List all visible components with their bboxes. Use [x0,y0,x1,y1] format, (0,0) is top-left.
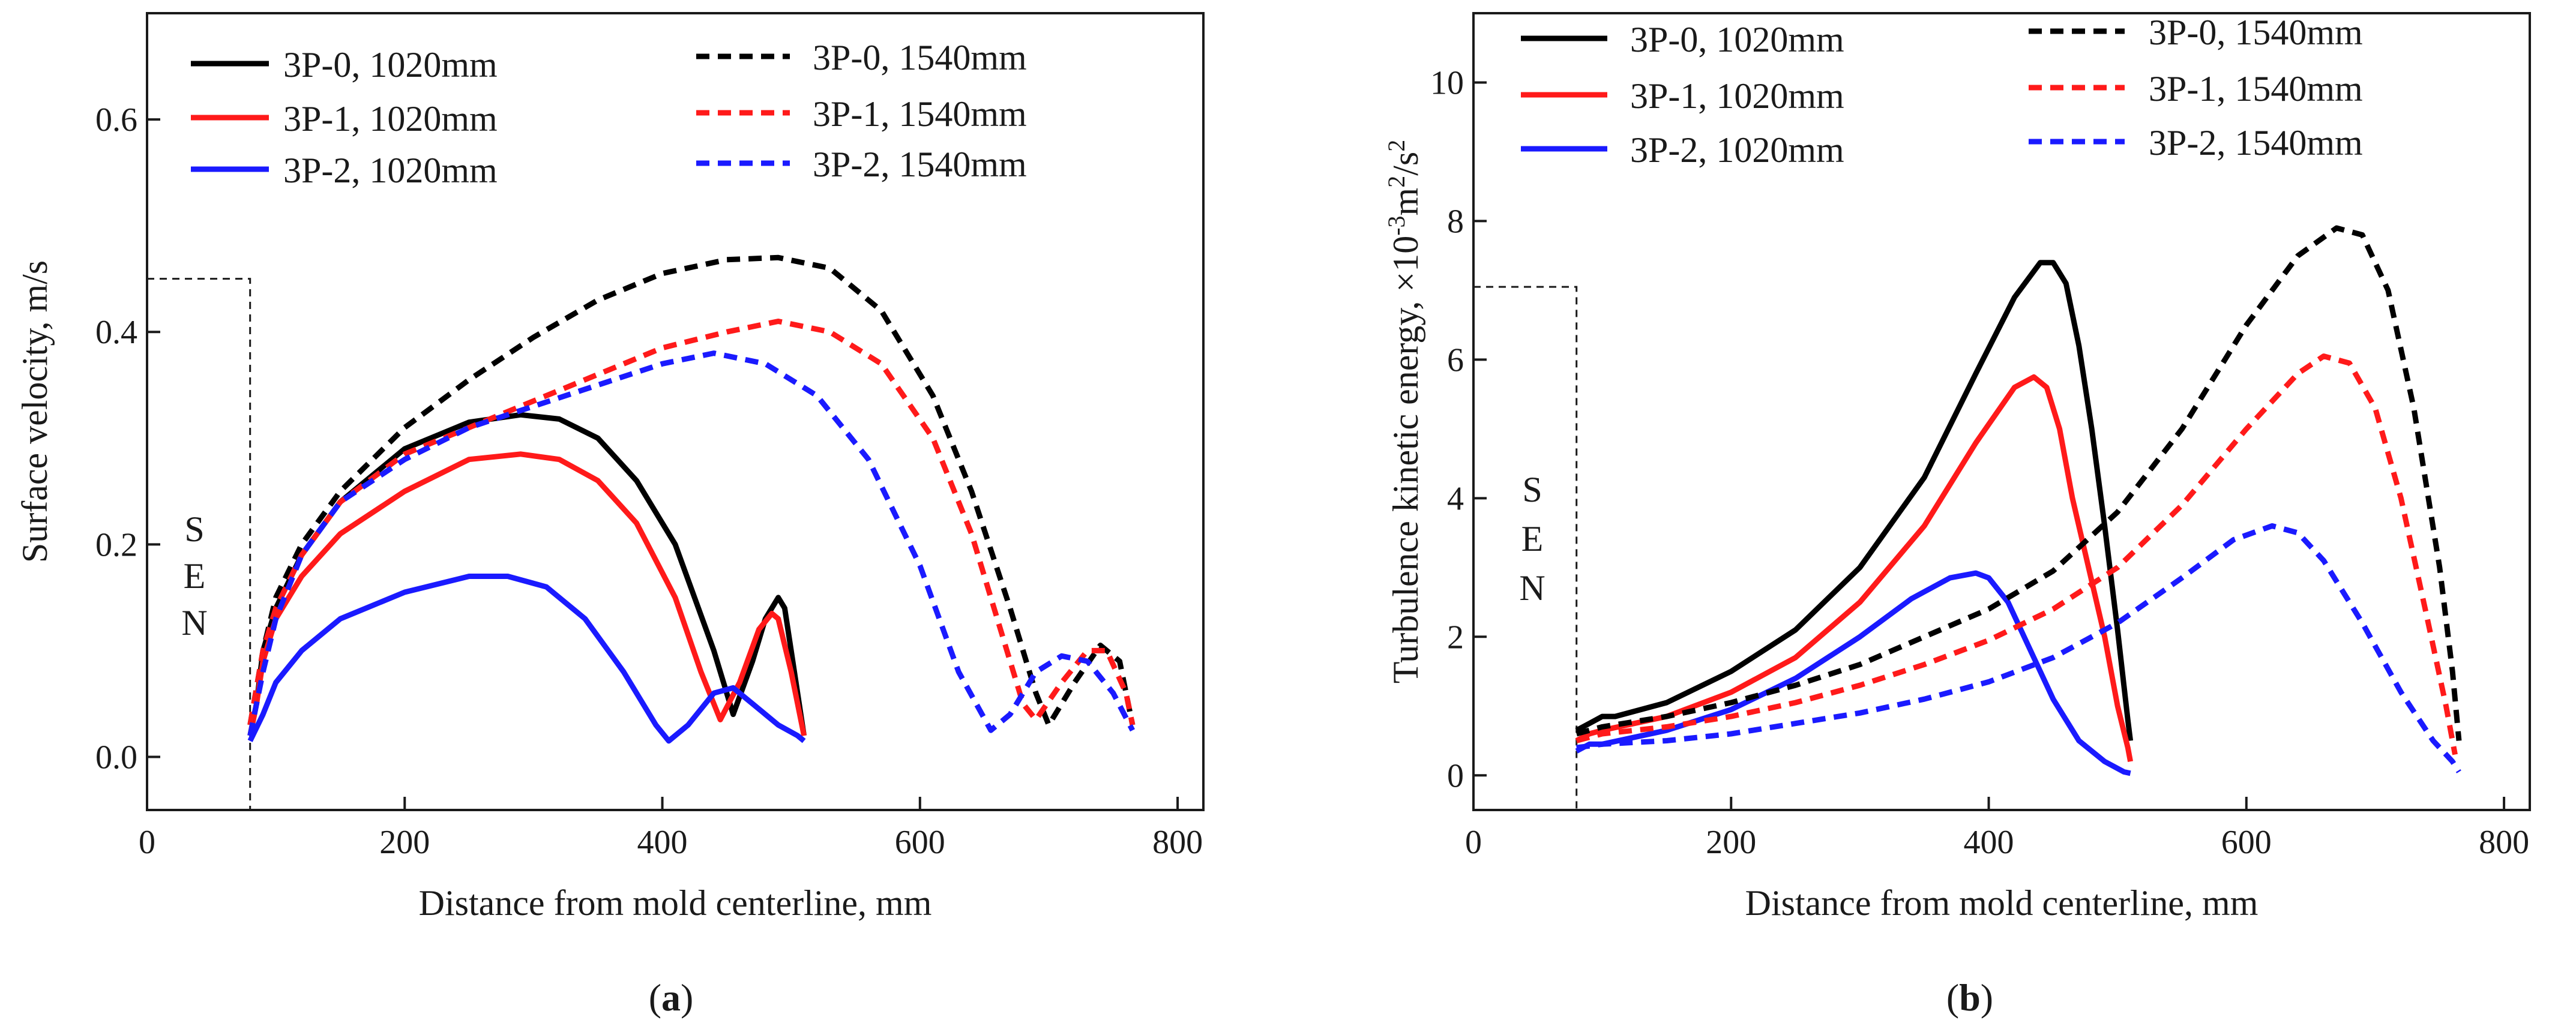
panel-caption-label: b [1959,976,1981,1019]
x-tick-label: 0 [139,824,155,861]
series-line-5 [1575,353,2458,755]
y-tick-label: 10 [1430,64,1464,101]
series-line-4 [247,254,1136,728]
panel-a: 0.0 0.2 0.4 0.6 0 200 400 600 800 S E N 3P-0, 1… [15,12,1205,1019]
legend-label-3p2-1540: 3P-2, 1540mm [2149,123,2363,163]
panel-caption: (b) [1946,976,1993,1019]
plot-frame [1472,12,2531,811]
x-tick-label: 0 [1465,824,1482,861]
sen-letter-s: S [1522,470,1542,509]
y-tick-label: 2 [1447,619,1464,656]
panel-caption-label: a [661,976,681,1019]
y-axis-label-exp2: 2 [1383,176,1410,188]
series-line-3 [1575,570,2131,776]
x-tick-label: 600 [2221,824,2272,861]
legend-label-3p2-1020: 3P-2, 1020mm [1630,130,1844,170]
x-axis-ticks: 0 200 400 600 800 [139,797,1203,861]
sen-dashed-boundary [1473,286,1578,810]
y-tick-label: 0.4 [95,314,137,351]
sen-letter-e: E [184,556,206,596]
x-tick-label: 600 [895,824,945,861]
svg-text:(b): (b) [1946,976,1993,1019]
series-line-3 [247,574,806,744]
sen-letter-n: N [181,603,207,643]
series-line-6 [1576,523,2461,773]
y-tick-label: 6 [1447,341,1464,379]
legend-label-3p0-1540: 3P-0, 1540mm [813,38,1027,77]
panel-caption: (a) [649,976,694,1019]
y-axis-label-unit2: /s [1386,152,1425,176]
legend-label-3p1-1020: 3P-1, 1020mm [1630,76,1844,116]
legend-label-3p0-1020: 3P-0, 1020mm [1630,20,1844,59]
legend-label-3p2-1020: 3P-2, 1020mm [283,151,498,190]
panel-b: 0 2 4 6 8 10 0 200 400 600 800 S E N 3P-0, 1020mm… [1383,12,2531,1019]
plot-frame [146,12,1205,811]
x-tick-label: 800 [2479,824,2529,861]
y-axis-label: Surface velocity, m/s [15,260,55,563]
x-tick-label: 800 [1152,824,1203,861]
legend: 3P-0, 1020mm 3P-1, 1020mm 3P-2, 1020mm 3… [191,38,1027,190]
y-axis-ticks: 0 2 4 6 8 10 [1430,64,1487,794]
sen-marker: S E N [1473,286,1578,810]
sen-letter-n: N [1519,568,1545,608]
legend-label-3p2-1540: 3P-2, 1540mm [813,145,1027,184]
data-lines [247,254,1136,744]
sen-letter-s: S [184,509,204,549]
x-tick-label: 400 [637,824,688,861]
legend-label-3p1-1020: 3P-1, 1020mm [283,99,498,139]
y-axis-label-exp3: 2 [1383,140,1410,152]
x-axis-label: Distance from mold centerline, mm [1745,883,2259,923]
series-line-1 [1575,260,2134,742]
data-lines [1575,225,2462,776]
series-line-6 [247,350,1135,736]
sen-marker: S E N [147,278,251,810]
sen-letter-e: E [1521,519,1544,559]
sen-dashed-boundary [147,278,251,810]
svg-text:(a): (a) [649,976,694,1019]
y-tick-label: 0.2 [95,526,137,563]
y-tick-label: 8 [1447,203,1464,240]
x-tick-label: 200 [1706,824,1756,861]
y-axis-label-exp1: -3 [1383,215,1410,235]
legend-label-3p1-1540: 3P-1, 1540mm [2149,69,2363,109]
x-axis-label: Distance from mold centerline, mm [419,883,932,923]
y-tick-label: 4 [1447,480,1464,517]
legend-label-3p0-1540: 3P-0, 1540mm [2149,13,2363,52]
legend-label-3p0-1020: 3P-0, 1020mm [283,45,498,85]
legend: 3P-0, 1020mm 3P-1, 1020mm 3P-2, 1020mm 3… [1521,13,2363,170]
x-tick-label: 400 [1964,824,2014,861]
y-axis-label: Turbulence kinetic energy, ×10-3m2/s2 [1383,140,1425,684]
legend-label-3p1-1540: 3P-1, 1540mm [813,94,1027,134]
series-line-1 [247,412,807,736]
y-axis-label-unit: m [1386,188,1425,216]
series-line-5 [247,319,1136,726]
series-line-4 [1575,225,2462,741]
y-tick-label: 0.6 [95,101,137,139]
y-axis-ticks: 0.0 0.2 0.4 0.6 [95,101,160,776]
x-tick-label: 200 [379,824,430,861]
y-tick-label: 0 [1447,757,1464,794]
y-axis-label-main: Turbulence kinetic energy, ×10 [1386,236,1425,683]
x-axis-ticks: 0 200 400 600 800 [1465,797,2529,861]
y-tick-label: 0.0 [95,739,137,776]
